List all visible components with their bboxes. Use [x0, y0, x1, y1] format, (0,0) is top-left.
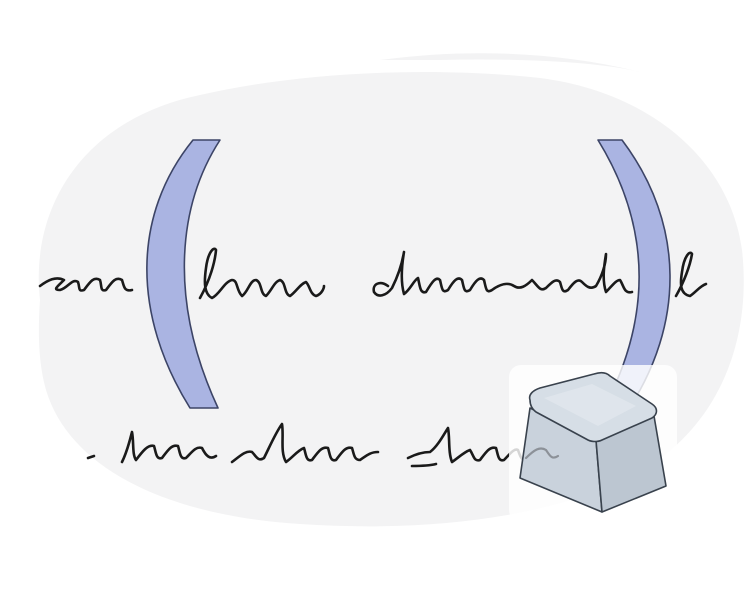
scribble-word-5	[86, 430, 218, 464]
scribble-word-1	[38, 277, 134, 292]
scribble-word-4	[674, 251, 708, 298]
scribble-word-3	[372, 250, 634, 297]
scribble-word-6	[230, 422, 380, 464]
keycap-top-highlight	[544, 384, 636, 426]
background-blob-edge	[380, 53, 640, 72]
scribble-over-keycap	[524, 447, 560, 460]
left-parenthesis-icon	[146, 139, 221, 409]
keycap-icon	[519, 371, 667, 513]
scribble-word-2	[198, 247, 326, 300]
